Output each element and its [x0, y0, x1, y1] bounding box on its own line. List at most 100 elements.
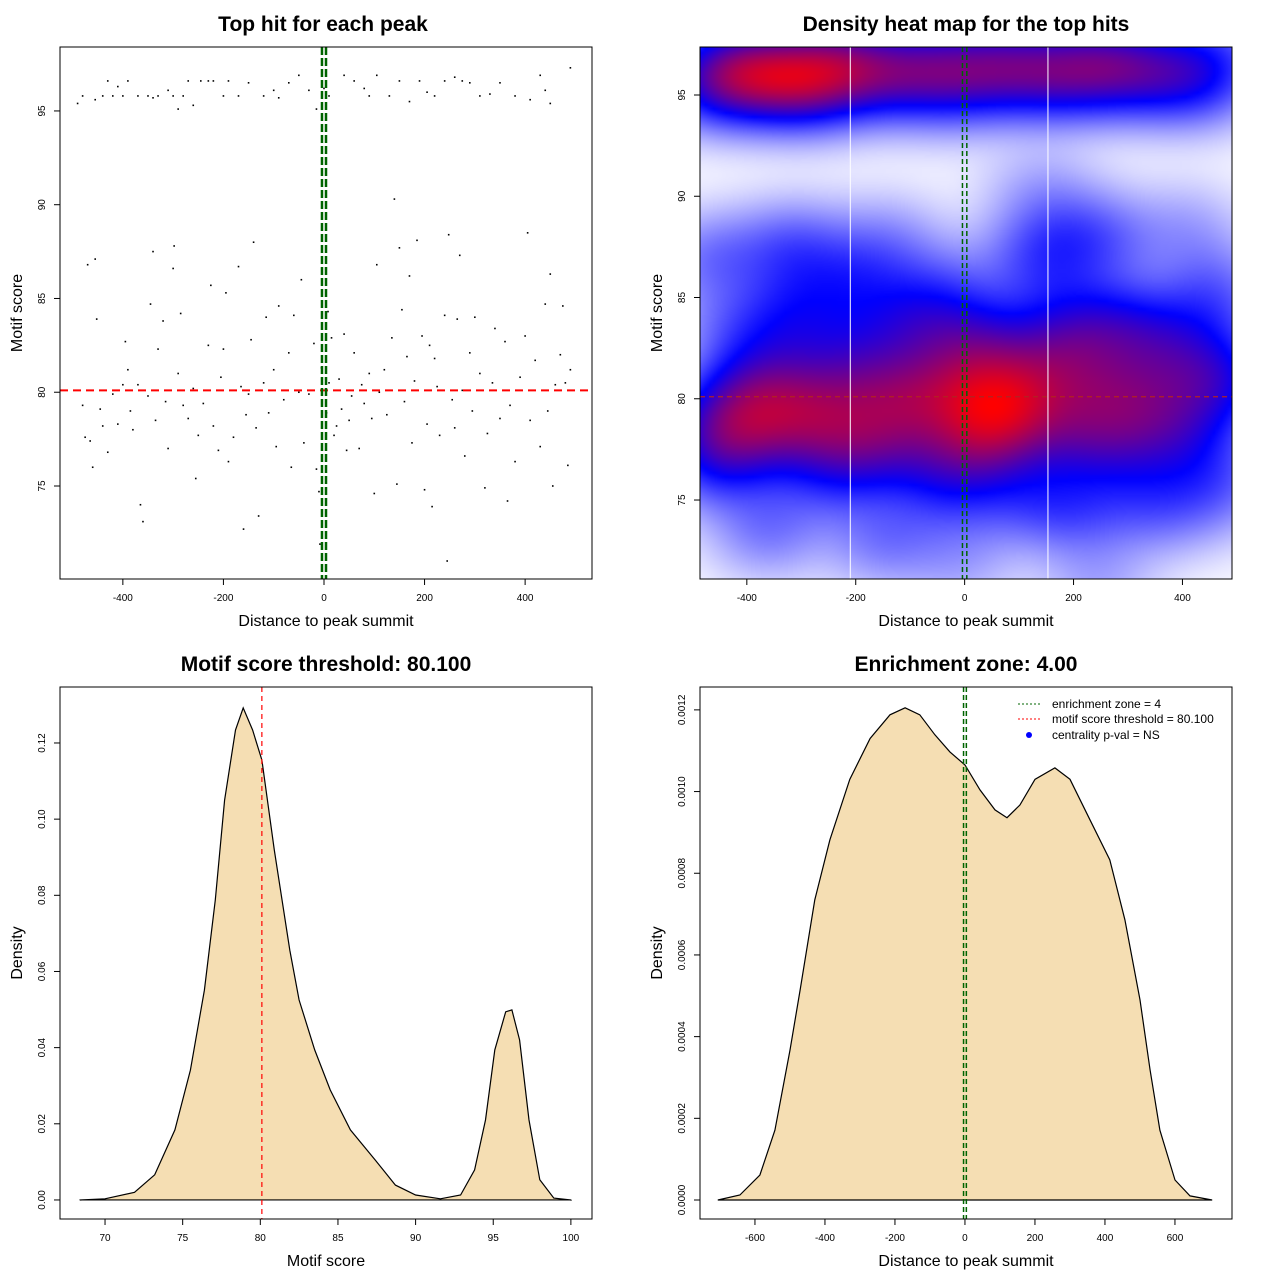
panel1-point	[436, 385, 438, 388]
panel1-point	[484, 487, 486, 489]
panel3-density-area	[79, 706, 572, 1201]
panel1-point	[106, 451, 109, 454]
legend-centrality-dot	[1026, 732, 1032, 738]
panel1-point	[370, 417, 373, 420]
panel1-point	[375, 74, 378, 77]
panel1-point	[272, 89, 275, 92]
panel1-point	[447, 233, 450, 236]
panel1-point	[298, 391, 300, 394]
panel1-point	[227, 80, 230, 82]
panel3-xtick-label: 90	[410, 1233, 422, 1244]
panel4-ytick-label: 0.0006	[677, 939, 688, 970]
panel1-point	[453, 427, 456, 429]
panel1-point	[157, 348, 159, 350]
panel4-ytick-label: 0.0012	[677, 694, 688, 725]
panel1-point	[157, 95, 159, 97]
panel1-point	[89, 440, 91, 442]
panel1-point	[91, 466, 94, 469]
panel1-point	[489, 93, 491, 95]
panel1-point	[212, 80, 215, 82]
panel1-point	[551, 485, 554, 487]
panel1-point	[86, 263, 89, 266]
panel1-point	[559, 353, 562, 356]
panel1-point	[471, 410, 474, 412]
panel1-point	[142, 520, 144, 523]
panel2-ytick-label: 75	[677, 494, 688, 506]
panel3-xtick-label: 80	[255, 1233, 267, 1244]
panel4-ytick-label: 0.0000	[677, 1184, 688, 1215]
panel1-point	[247, 393, 250, 395]
panel1-point	[101, 425, 104, 427]
panel1-plot-box	[59, 46, 593, 580]
panel1-point	[197, 434, 200, 437]
panel1-point	[529, 98, 531, 101]
panel4-xtick-label: 200	[1027, 1233, 1044, 1244]
panel1-point	[546, 410, 549, 412]
panel4-title: Enrichment zone: 4.00	[855, 653, 1078, 676]
panel1-point	[524, 335, 526, 337]
panel1-ytick-label: 85	[37, 292, 48, 304]
panel1-point	[162, 320, 164, 322]
panel1-point	[298, 74, 300, 77]
panel1-point	[403, 400, 406, 403]
panel1-point	[428, 344, 431, 347]
panel1-point	[245, 413, 247, 416]
panel1-point	[421, 335, 423, 337]
panel1-point	[461, 80, 464, 82]
legend: enrichment zone = 4 motif score threshol…	[1018, 697, 1214, 742]
panel1-point	[308, 89, 310, 92]
panel1-point	[247, 82, 250, 84]
panel1-point	[172, 95, 174, 97]
panel1-point	[388, 95, 391, 97]
panel1-point	[378, 391, 381, 394]
panel1-point	[287, 352, 290, 354]
panel1-point	[539, 445, 542, 448]
panel1-point	[413, 380, 416, 382]
panel3-xtick-label: 95	[488, 1233, 500, 1244]
panel1-point	[308, 393, 310, 395]
panel1-point	[277, 97, 280, 99]
panel1-point	[458, 254, 461, 257]
panel1-point	[494, 327, 496, 330]
panel1-point	[328, 382, 330, 384]
panel1-point	[187, 80, 190, 82]
panel1-point	[275, 445, 278, 448]
panel1-point	[368, 95, 371, 97]
panel1-point	[398, 247, 401, 249]
panel1-point	[514, 460, 516, 463]
panel3-ytick-label: 0.02	[37, 1114, 48, 1134]
panel1-point	[567, 464, 569, 467]
panel1-point	[323, 87, 325, 90]
panel1-point	[569, 368, 572, 371]
panel1-point	[111, 393, 114, 395]
panel1-ytick-label: 80	[37, 386, 48, 398]
panel1-point	[463, 455, 466, 457]
panel1-point	[375, 263, 378, 266]
panel1-point	[262, 95, 265, 97]
panel1-point	[172, 267, 174, 270]
panel1-xtick-label: -200	[213, 593, 233, 604]
panel1-point	[177, 108, 179, 110]
panel1-point	[95, 318, 98, 320]
panel1-ytick-label: 90	[37, 199, 48, 211]
panel1-point	[549, 102, 552, 105]
legend-enrichment-label: enrichment zone = 4	[1052, 697, 1161, 711]
panel1-point	[353, 352, 355, 354]
panel1-point	[117, 85, 119, 88]
panel3-ytick-label: 0.06	[37, 961, 48, 981]
panel1-point	[315, 108, 318, 110]
panel1-point	[363, 87, 366, 90]
panel1-xtick-label: -400	[113, 593, 133, 604]
panel1-point	[343, 333, 345, 335]
panel1-title: Top hit for each peak	[218, 13, 428, 36]
panel1-point	[431, 505, 433, 508]
panel1-point	[277, 305, 280, 307]
panel3-ytick-label: 0.12	[37, 733, 48, 753]
panel1-point	[461, 389, 464, 392]
panel1-point	[398, 80, 401, 82]
panel1-point	[345, 449, 348, 452]
panel1-point	[237, 95, 240, 97]
panel1-point	[122, 95, 124, 97]
panel1-point	[544, 303, 547, 305]
